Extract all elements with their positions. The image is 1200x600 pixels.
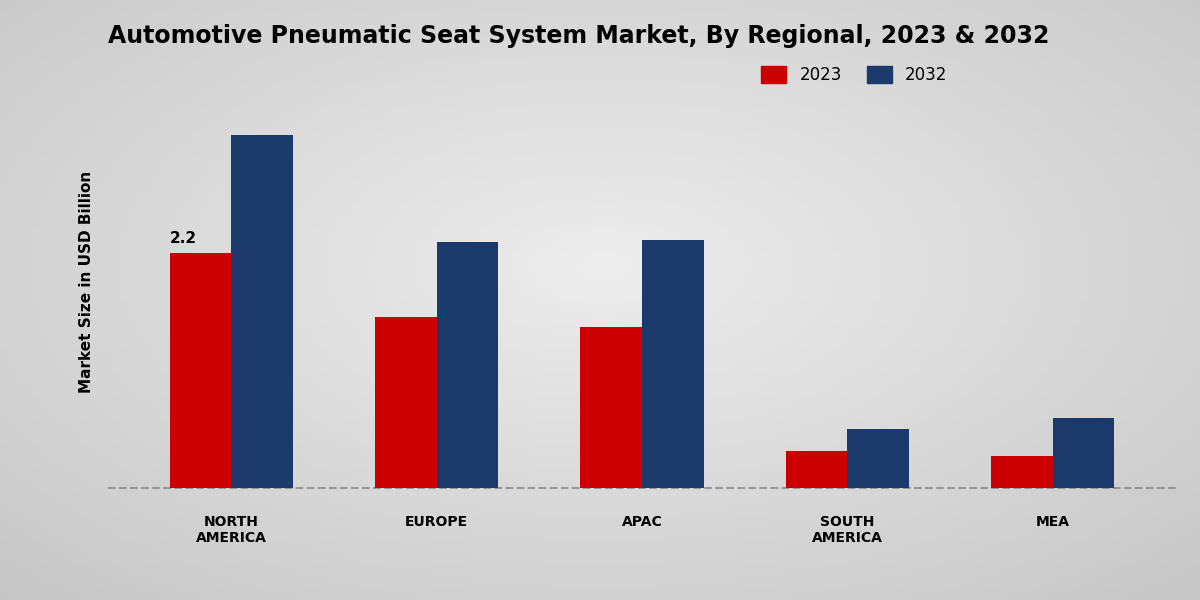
Y-axis label: Market Size in USD Billion: Market Size in USD Billion <box>79 171 94 393</box>
Text: 2.2: 2.2 <box>169 231 197 246</box>
Bar <box>642 240 703 488</box>
Bar <box>991 456 1052 488</box>
Bar <box>1052 418 1115 488</box>
Bar <box>437 242 498 488</box>
Bar <box>374 317 437 488</box>
Bar <box>581 328 642 488</box>
Bar <box>786 451 847 488</box>
Bar <box>169 253 232 488</box>
Bar <box>232 135 293 488</box>
Text: Automotive Pneumatic Seat System Market, By Regional, 2023 & 2032: Automotive Pneumatic Seat System Market,… <box>108 25 1049 49</box>
Legend: 2023, 2032: 2023, 2032 <box>755 59 954 91</box>
Bar <box>847 429 910 488</box>
